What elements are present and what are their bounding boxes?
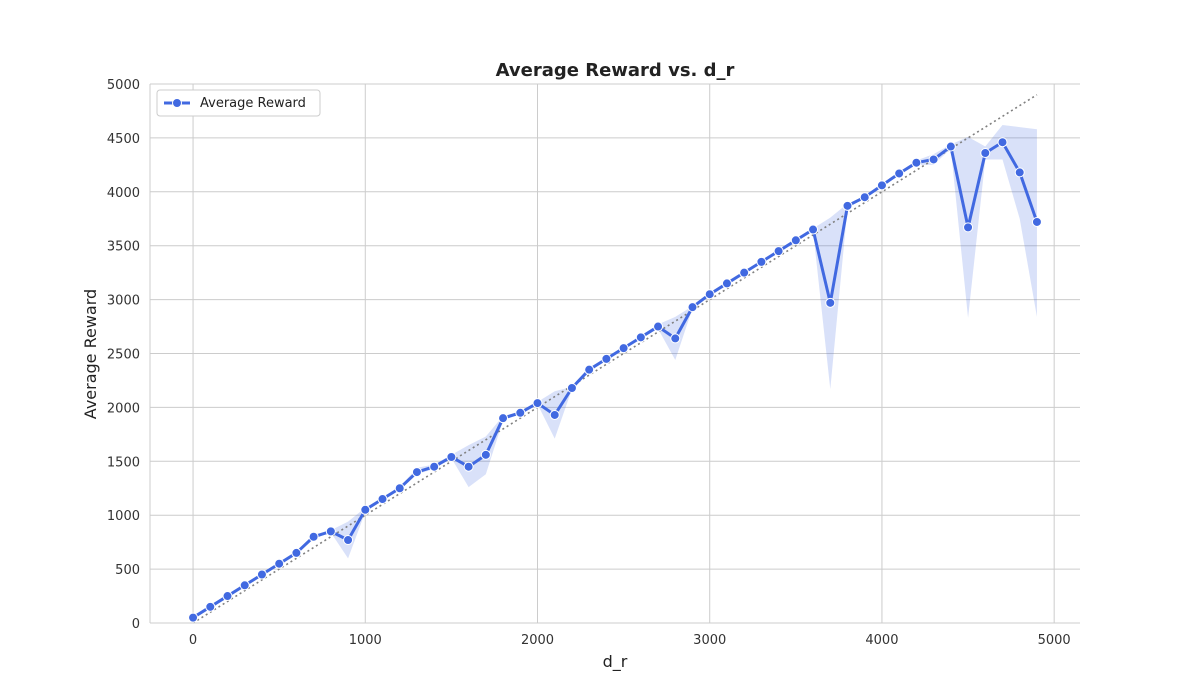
legend-marker-swatch bbox=[172, 98, 182, 108]
data-point bbox=[842, 200, 853, 211]
data-point bbox=[498, 413, 509, 424]
y-tick-label: 500 bbox=[115, 563, 140, 578]
data-point bbox=[997, 137, 1008, 148]
y-tick-label: 4500 bbox=[107, 132, 140, 147]
data-point bbox=[980, 147, 991, 158]
y-axis-title: Average Reward bbox=[81, 289, 100, 419]
data-point bbox=[205, 601, 216, 612]
data-point bbox=[876, 180, 887, 191]
legend: Average Reward bbox=[156, 89, 321, 117]
data-point bbox=[963, 222, 974, 233]
y-tick-label: 4000 bbox=[107, 186, 140, 201]
data-point bbox=[928, 154, 939, 165]
data-point bbox=[549, 409, 560, 420]
legend-label: Average Reward bbox=[200, 96, 306, 111]
data-point bbox=[859, 192, 870, 203]
y-tick-label: 2500 bbox=[107, 348, 140, 363]
confidence-band-area bbox=[193, 124, 1037, 620]
data-point bbox=[635, 332, 646, 343]
data-point bbox=[463, 461, 474, 472]
data-point bbox=[360, 504, 371, 515]
data-point bbox=[308, 531, 319, 542]
y-tick-label: 0 bbox=[132, 617, 140, 632]
data-point bbox=[343, 534, 354, 545]
x-tick-label: 5000 bbox=[1038, 633, 1071, 648]
data-point bbox=[446, 451, 457, 462]
data-point bbox=[653, 321, 664, 332]
data-point bbox=[739, 267, 750, 278]
y-tick-label: 3500 bbox=[107, 240, 140, 255]
x-tick-label: 2000 bbox=[521, 633, 554, 648]
data-point bbox=[894, 168, 905, 179]
data-point bbox=[670, 333, 681, 344]
x-tick-label: 4000 bbox=[865, 633, 898, 648]
data-point bbox=[721, 278, 732, 289]
data-point bbox=[584, 364, 595, 375]
data-point bbox=[239, 580, 250, 591]
x-tick-label: 0 bbox=[189, 633, 197, 648]
x-tick-labels: 0 1000 2000 3000 4000 5000 bbox=[189, 633, 1071, 648]
data-point bbox=[411, 467, 422, 478]
chart-title: Average Reward vs. d_r bbox=[496, 60, 735, 81]
data-point bbox=[790, 235, 801, 246]
data-point bbox=[945, 141, 956, 152]
data-point bbox=[825, 297, 836, 308]
data-point bbox=[808, 224, 819, 235]
data-point bbox=[291, 547, 302, 558]
data-point bbox=[704, 289, 715, 300]
x-tick-label: 3000 bbox=[693, 633, 726, 648]
data-point bbox=[532, 398, 543, 409]
data-point bbox=[618, 343, 629, 354]
y-tick-label: 3000 bbox=[107, 294, 140, 309]
series-markers bbox=[188, 137, 1042, 623]
data-point bbox=[429, 461, 440, 472]
data-point bbox=[274, 558, 285, 569]
x-axis-title: d_r bbox=[603, 652, 628, 672]
grid bbox=[150, 83, 1080, 624]
data-point bbox=[911, 157, 922, 168]
data-point bbox=[756, 256, 767, 267]
y-tick-label: 1500 bbox=[107, 455, 140, 470]
data-point bbox=[566, 382, 577, 393]
data-point bbox=[1014, 167, 1025, 178]
data-point bbox=[222, 591, 233, 602]
data-point bbox=[394, 483, 405, 494]
data-point bbox=[1031, 216, 1042, 227]
data-point bbox=[515, 407, 526, 418]
confidence-band bbox=[193, 124, 1037, 620]
data-point bbox=[256, 569, 267, 580]
y-tick-labels: 0 500 1000 1500 2000 2500 3000 3500 4000 4500 5000 bbox=[107, 78, 140, 632]
y-tick-label: 2000 bbox=[107, 401, 140, 416]
data-point bbox=[325, 526, 336, 537]
y-tick-label: 5000 bbox=[107, 78, 140, 93]
data-point bbox=[687, 302, 698, 313]
axes bbox=[149, 84, 1080, 624]
data-point bbox=[480, 449, 491, 460]
data-point bbox=[188, 612, 199, 623]
y-tick-label: 1000 bbox=[107, 509, 140, 524]
data-point bbox=[377, 494, 388, 505]
x-tick-label: 1000 bbox=[349, 633, 382, 648]
data-point bbox=[773, 246, 784, 257]
legend-box bbox=[156, 89, 321, 117]
data-point bbox=[601, 353, 612, 364]
